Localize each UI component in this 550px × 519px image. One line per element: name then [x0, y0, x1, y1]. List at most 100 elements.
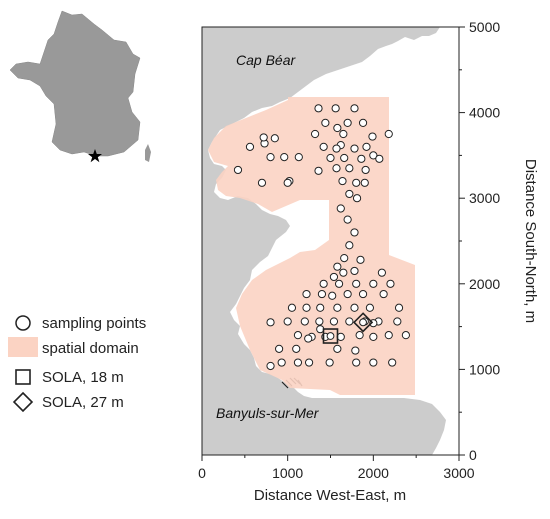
sampling-point — [352, 194, 362, 203]
y-tick-label: 4000 — [469, 105, 500, 121]
sampling-point — [314, 104, 323, 113]
legend-item-sola-27m: SOLA, 27 m — [12, 391, 124, 413]
x-tick-label: 0 — [198, 465, 206, 481]
sampling-point — [302, 289, 311, 299]
sampling-point — [325, 358, 334, 367]
sampling-point — [352, 279, 361, 288]
sampling-point — [315, 317, 324, 326]
study-site-star-icon — [88, 149, 102, 163]
sampling-point — [287, 303, 297, 312]
sampling-point — [356, 255, 365, 264]
sampling-point — [302, 303, 311, 312]
sampling-point — [386, 279, 395, 288]
sampling-point — [352, 178, 361, 187]
sampling-point — [304, 358, 314, 367]
sampling-point — [350, 303, 359, 312]
sampling-point — [393, 317, 402, 326]
sampling-point — [259, 133, 268, 142]
sampling-point — [319, 279, 328, 288]
land-area — [202, 27, 446, 455]
place-label-cap-bear: Cap Béar — [236, 52, 296, 68]
place-label-banyuls: Banyuls-sur-Mer — [216, 405, 320, 421]
sampling-point — [245, 142, 255, 151]
sampling-point — [293, 358, 303, 367]
sola-18m-point — [326, 332, 335, 340]
sampling-point — [369, 279, 378, 288]
legend-label: SOLA, 27 m — [42, 394, 124, 411]
y-tick-label: 2000 — [469, 276, 500, 292]
sampling-point — [350, 104, 359, 113]
sampling-point — [277, 358, 286, 367]
legend-item-sampling-points: sampling points — [15, 315, 146, 332]
sampling-point — [283, 178, 292, 187]
sampling-point — [332, 164, 341, 173]
inset-map — [9, 10, 151, 163]
sampling-point — [316, 303, 325, 312]
sampling-point — [280, 153, 289, 162]
sampling-point — [339, 129, 348, 139]
sampling-point — [345, 189, 354, 199]
sampling-point — [283, 317, 292, 326]
sampling-point — [362, 142, 371, 151]
sampling-point — [292, 344, 301, 353]
sampling-point — [266, 318, 275, 327]
sampling-point — [321, 118, 330, 127]
sampling-points-layer — [233, 104, 410, 371]
sampling-point — [329, 317, 339, 326]
sampling-point — [377, 268, 386, 277]
legend-circle-icon — [15, 315, 31, 331]
sampling-point — [333, 123, 342, 133]
sampling-point — [314, 166, 323, 175]
sampling-point — [345, 317, 354, 326]
sampling-point — [233, 165, 243, 175]
sampling-point — [257, 178, 267, 187]
sampling-point — [300, 317, 309, 326]
sampling-point — [275, 344, 284, 353]
sampling-point — [369, 358, 378, 367]
corsica — [145, 144, 151, 162]
legend-label: SOLA, 18 m — [42, 369, 124, 386]
sampling-point — [360, 178, 369, 187]
sampling-point — [334, 279, 344, 288]
sampling-point — [338, 176, 347, 186]
sampling-point — [401, 331, 410, 340]
sampling-point — [317, 289, 327, 299]
y-axis-title: Distance South-North, m — [522, 159, 539, 323]
sampling-point — [345, 241, 354, 250]
legend-label: spatial domain — [42, 340, 139, 357]
sampling-point — [293, 331, 303, 340]
sampling-point — [352, 358, 361, 367]
x-axis-title: Distance West-East, m — [254, 487, 406, 504]
legend-item-spatial-domain: spatial domain — [8, 337, 139, 357]
y-tick-label: 1000 — [469, 361, 500, 377]
sampling-point — [294, 153, 303, 162]
sampling-point — [340, 254, 349, 263]
legend-item-sola-18m: SOLA, 18 m — [15, 369, 124, 386]
x-tick-label: 2000 — [358, 465, 389, 481]
sampling-point — [332, 144, 341, 153]
sampling-point — [368, 132, 377, 141]
sampling-point — [355, 331, 364, 340]
sola-27m-point — [359, 318, 367, 327]
sampling-point — [379, 289, 388, 299]
sola-layer — [322, 312, 374, 344]
y-tick-label: 3000 — [469, 190, 500, 206]
sampling-point — [369, 332, 378, 341]
sola-18m-square-marker — [322, 328, 339, 344]
sampling-point — [350, 228, 359, 237]
sampling-point — [357, 154, 366, 163]
sampling-point — [319, 142, 328, 151]
y-tick-label: 0 — [469, 447, 477, 463]
y-tick-label: 5000 — [469, 19, 500, 35]
sampling-point — [361, 165, 370, 175]
sampling-point — [394, 303, 404, 312]
sampling-point — [375, 154, 384, 163]
sampling-point — [343, 215, 352, 224]
x-tick-label: 1000 — [272, 465, 303, 481]
sampling-point — [384, 129, 393, 139]
france-outline — [9, 10, 141, 157]
sampling-point — [304, 334, 313, 343]
sampling-point — [339, 268, 348, 277]
sampling-point — [358, 118, 368, 127]
